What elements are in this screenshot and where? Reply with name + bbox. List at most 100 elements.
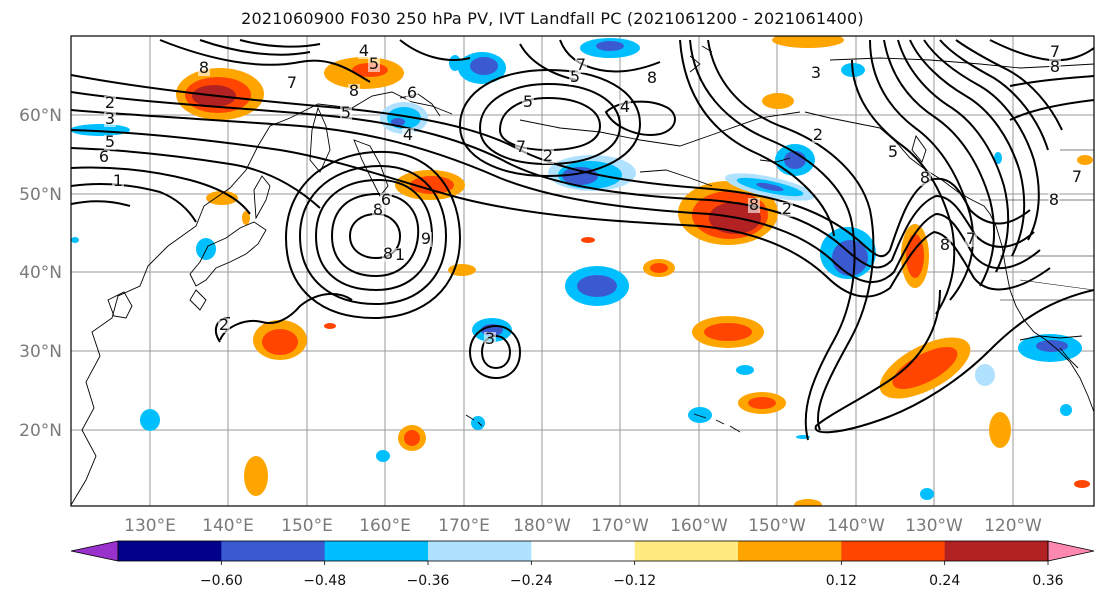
contour-label-bg xyxy=(1049,60,1061,75)
lon-tick-label: 150°W xyxy=(748,516,806,536)
contour-label: 5 xyxy=(888,142,898,161)
contour-label: 4 xyxy=(359,41,369,60)
lon-tick-label: 160°E xyxy=(359,516,411,536)
contour-label: 8 xyxy=(1050,57,1060,76)
negative-anomaly xyxy=(458,52,506,84)
contour-label: 8 xyxy=(373,200,383,219)
contour-label: 8 xyxy=(349,81,359,100)
contour-label-bg xyxy=(112,174,124,189)
contour-label-bg xyxy=(939,238,951,253)
coastlines xyxy=(71,45,1094,506)
lon-tick-label: 170°W xyxy=(591,516,649,536)
negative-anomaly xyxy=(724,173,816,201)
contour-label-bg xyxy=(286,76,298,91)
map-frame xyxy=(70,35,1095,507)
colorbar-outline xyxy=(117,540,1049,562)
colorbar-tick-label: −0.60 xyxy=(200,573,243,589)
colorbar-segment xyxy=(428,541,532,561)
contour-label-bg xyxy=(781,202,793,217)
contour-label-bg xyxy=(542,149,554,164)
colorbar-tick-labels: −0.60−0.48−0.36−0.24−0.120.120.240.360.4… xyxy=(200,561,1064,589)
contour-label-bg xyxy=(402,128,414,143)
positive-anomaly xyxy=(206,36,1093,506)
contour-label: 7 xyxy=(516,137,526,156)
colorbar xyxy=(70,540,1095,562)
contour-label: 9 xyxy=(421,229,431,248)
contour-label-bg xyxy=(515,140,527,155)
lon-tick-label: 170°E xyxy=(438,516,490,536)
contour-label-bg xyxy=(484,332,496,347)
contour-label-bg xyxy=(812,128,824,143)
colorbar-tick-label: −0.12 xyxy=(613,573,656,589)
contour-label-bg xyxy=(420,232,432,247)
contour-label-bg xyxy=(348,84,360,99)
positive-anomaly xyxy=(324,57,404,89)
lon-tick-label: 150°E xyxy=(281,516,333,536)
contour-label-bg xyxy=(575,58,587,73)
contour-label: 5 xyxy=(523,92,533,111)
contour-label: 7 xyxy=(576,55,586,74)
contour-label: 8 xyxy=(647,68,657,87)
colorbar-segment xyxy=(324,541,429,561)
contour-label-bg xyxy=(748,198,760,213)
colorbar-tick-label: 0.12 xyxy=(826,573,857,589)
colorbar-segment xyxy=(944,541,1049,561)
colorbar-segment xyxy=(221,541,326,561)
contour-label: 5 xyxy=(570,67,580,86)
contour-label-bg xyxy=(965,232,977,247)
contour-label-bg xyxy=(522,95,534,110)
contour-label: 8 xyxy=(199,58,209,77)
lon-tick-label: 130°E xyxy=(124,516,176,536)
contour-label: 5 xyxy=(105,132,115,151)
lon-tick-label: 130°W xyxy=(905,516,963,536)
contour-label: 2 xyxy=(813,125,823,144)
negative-anomaly xyxy=(380,102,428,134)
contour-label-bg xyxy=(340,106,352,121)
contour-label-bg xyxy=(104,112,116,127)
contour-label-bg xyxy=(368,57,380,72)
contour-label: 5 xyxy=(341,103,351,122)
contour-label: 3 xyxy=(811,63,821,82)
contour-label: 8 xyxy=(940,235,950,254)
contour-label: 2 xyxy=(219,315,229,334)
contour-label: 4 xyxy=(403,125,413,144)
colorbar-segment xyxy=(531,541,636,561)
contour-label: 3 xyxy=(105,109,115,128)
contour-label: 6 xyxy=(381,190,391,209)
contour-label-bg xyxy=(198,61,210,76)
contour-label: 4 xyxy=(620,97,630,116)
contour-label: 1 xyxy=(395,245,405,264)
lon-tick-label: 160°W xyxy=(670,516,728,536)
lat-tick-label: 30°N xyxy=(19,342,62,362)
positive-anomaly xyxy=(398,425,426,451)
contour-label-bg xyxy=(382,247,394,262)
negative-anomaly xyxy=(565,266,629,306)
latitude-labels: 60°N 50°N 40°N 30°N 20°N xyxy=(19,106,62,441)
contour-label-bg xyxy=(1071,170,1083,185)
colorbar-segment xyxy=(118,541,222,561)
contour-label: 3 xyxy=(485,329,495,348)
lat-tick-label: 50°N xyxy=(19,185,62,205)
colorbar-tick-label: 0.36 xyxy=(1032,573,1063,589)
colorbar-extend-min xyxy=(70,540,119,562)
colorbar-tick-label: −0.24 xyxy=(510,573,553,589)
contour-label-bg xyxy=(1049,45,1061,60)
colorbar-tick-label: −0.36 xyxy=(407,573,450,589)
positive-anomaly xyxy=(643,259,675,277)
contour-label: 7 xyxy=(966,229,976,248)
negative-anomaly xyxy=(580,38,640,58)
positive-anomaly xyxy=(692,316,764,348)
contour-label-bg xyxy=(619,100,631,115)
positive-anomaly xyxy=(879,337,971,399)
contour-label: 6 xyxy=(407,83,417,102)
colorbar-extend-max xyxy=(1047,540,1095,562)
contour-label-bg xyxy=(380,193,392,208)
map-title: 2021060900 F030 250 hPa PV, IVT Landfall… xyxy=(241,9,864,28)
contour-label: 7 xyxy=(1050,42,1060,61)
colorbar-segment xyxy=(738,541,842,561)
contour-label: 5 xyxy=(369,54,379,73)
contour-label-bg xyxy=(218,318,230,333)
contour-label-bg xyxy=(406,86,418,101)
